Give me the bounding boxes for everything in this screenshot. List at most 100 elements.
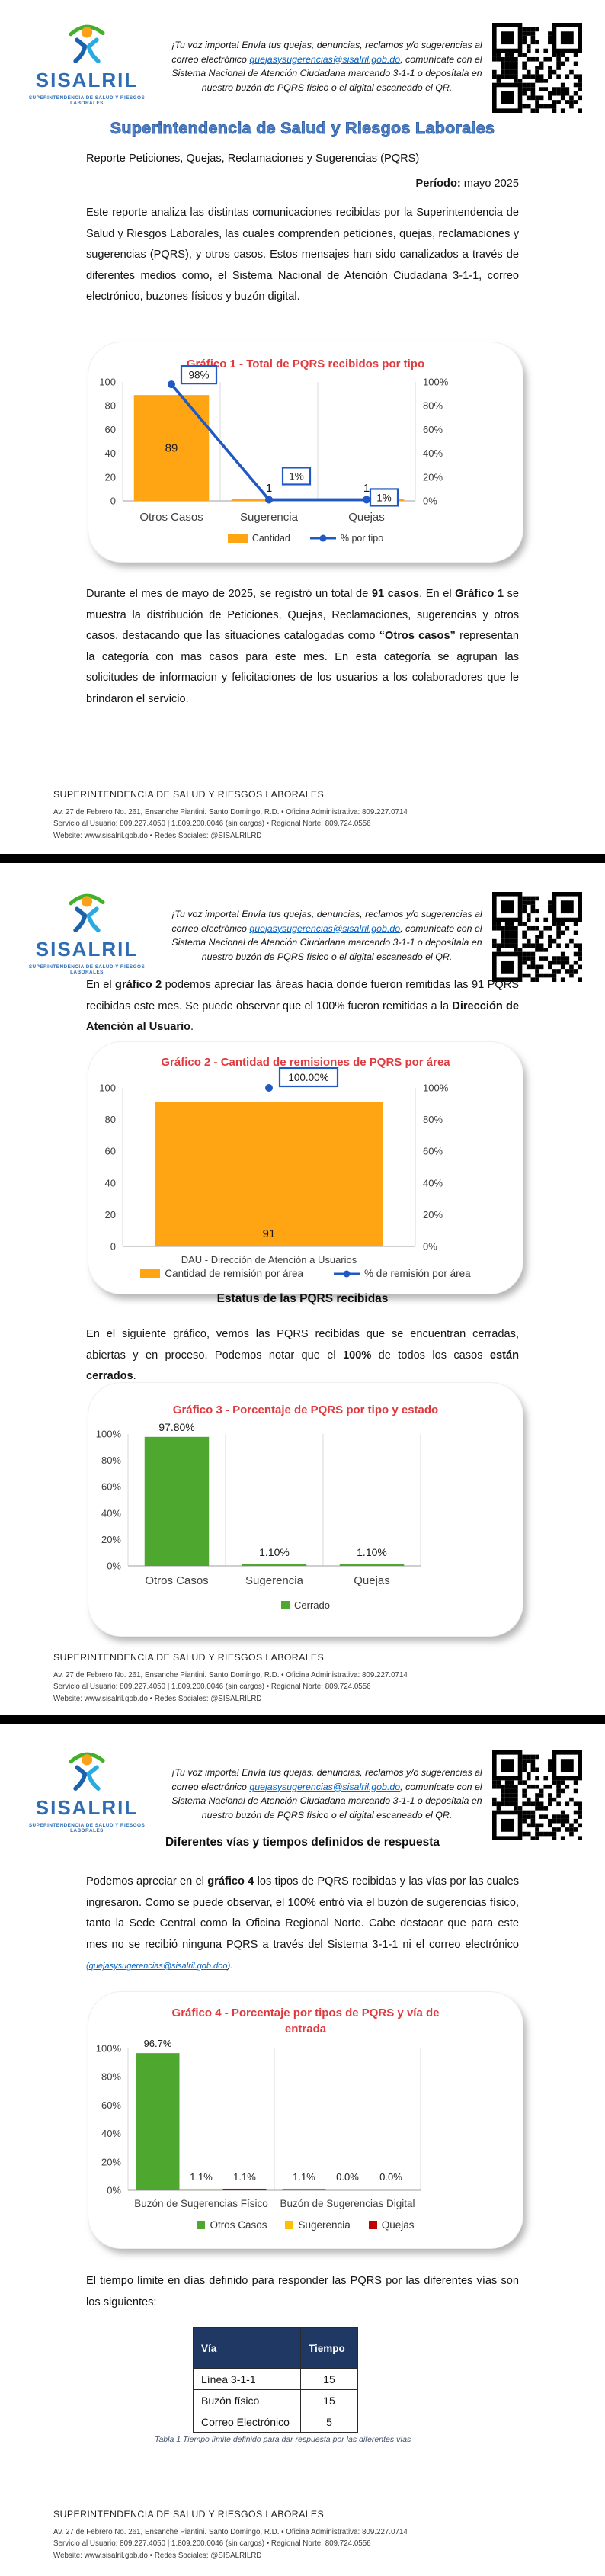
svg-text:60%: 60% — [423, 424, 443, 435]
chart-g3-card: Gráfico 3 - Porcentaje de PQRS por tipo … — [88, 1382, 523, 1637]
sisalril-person-icon — [69, 1752, 105, 1791]
report-period: Período: mayo 2025 — [86, 178, 519, 190]
text-segment: Gráfico 1 — [455, 588, 504, 600]
svg-text:20%: 20% — [101, 2156, 121, 2167]
qr-code — [492, 23, 582, 113]
footer-address-line: Av. 27 de Febrero No. 261, Ensanche Pian… — [53, 808, 408, 816]
logo-tagline: SUPERINTENDENCIA DE SALUD Y RIESGOS LABO… — [28, 95, 146, 106]
chart-g4-card: Gráfico 4 - Porcentaje por tipos de PQRS… — [88, 1991, 523, 2249]
header-promo-text: ¡Tu voz importa! Envía tus quejas, denun… — [162, 38, 492, 95]
email-link[interactable]: quejasysugerencias@sisalril.gob.do — [249, 53, 401, 65]
section-heading-estatus: Estatus de las PQRS recibidas — [216, 1292, 389, 1305]
page-1: SISALRIL SUPERINTENDENCIA DE SALUD Y RIE… — [0, 0, 605, 854]
section-heading-vias: Diferentes vías y tiempos definidos de r… — [165, 1836, 440, 1849]
svg-text:1.10%: 1.10% — [357, 1546, 387, 1558]
svg-text:60: 60 — [105, 424, 116, 435]
svg-text:40%: 40% — [423, 448, 443, 459]
text-segment: los tipos de PQRS recibidas y las vías p… — [86, 1875, 519, 1951]
chart-g2-title: Gráfico 2 - Cantidad de remisiones de PQ… — [161, 1056, 450, 1069]
svg-text:100.00%: 100.00% — [288, 1072, 328, 1083]
paragraph-estatus: En el siguiente gráfico, vemos las PQRS … — [86, 1324, 519, 1387]
period-label: Período: — [415, 178, 461, 190]
svg-text:1%: 1% — [289, 470, 304, 482]
svg-text:60%: 60% — [101, 2100, 121, 2111]
chart-g2-plot: 0 20 40 60 80 100 0% 20% 40% 60% 80% 100% 91 100.00% D… — [88, 1042, 523, 1294]
footer-phone-line: Servicio al Usuario: 809.227.4050 | 1.80… — [53, 1683, 371, 1692]
table-row: Buzón físico 15 — [193, 2389, 358, 2411]
svg-text:20: 20 — [105, 1209, 116, 1221]
text-segment: . — [133, 1370, 136, 1382]
email-link[interactable]: quejasysugerencias@sisalril.gob.do — [249, 1781, 401, 1792]
table-header-row: Vía Tiempo — [193, 2327, 358, 2369]
page-2: SISALRIL SUPERINTENDENCIA DE SALUD Y RIE… — [0, 863, 605, 1715]
paragraph-intro: Este reporte analiza las distintas comun… — [86, 203, 519, 308]
logo-brand-text: SISALRIL — [35, 938, 139, 961]
svg-text:1: 1 — [266, 482, 272, 495]
sisalril-logo: SISALRIL SUPERINTENDENCIA DE SALUD Y RIE… — [21, 17, 152, 116]
chart-g2-card: Gráfico 2 - Cantidad de remisiones de PQ… — [88, 1041, 523, 1294]
chart-g4-title: Gráfico 4 - Porcentaje por tipos de PQRS… — [171, 2007, 440, 2035]
page-title: Superintendencia de Salud y Riesgos Labo… — [110, 119, 495, 138]
footer-web-line: Website: www.sisalril.gob.do • Redes Soc… — [53, 1694, 262, 1703]
qr-code — [492, 1750, 582, 1840]
text-segment: , comunícate con el Sistema Nacional de … — [171, 53, 482, 93]
text-segment: de todos los casos — [371, 1349, 490, 1362]
page-footer: SUPERINTENDENCIA DE SALUD Y RIESGOS LABO… — [53, 789, 556, 842]
table-row: Línea 3-1-1 15 — [193, 2368, 358, 2390]
svg-text:1.1%: 1.1% — [293, 2171, 315, 2183]
svg-text:100: 100 — [99, 1083, 116, 1094]
text-segment: 91 casos — [371, 588, 420, 600]
svg-text:40%: 40% — [101, 2128, 121, 2139]
chart-g3-plot: 0% 20% 40% 60% 80% 100% 97.80% 1.10% 1.10% Otros … — [88, 1383, 523, 1636]
chart-g2-legend: Cantidad de remisión por área % de remisi… — [88, 1268, 523, 1279]
table-cell-via: Correo Electrónico — [193, 2411, 301, 2433]
chart-g1-plot: 0 20 40 60 80 100 0% 20% 40% 60% 80% 100% 89 1 1 98% 1% 1… — [88, 342, 523, 562]
svg-text:0%: 0% — [423, 1241, 437, 1253]
sisalril-person-icon — [69, 24, 105, 63]
svg-text:60%: 60% — [423, 1146, 443, 1157]
email-link[interactable]: quejasysugerencias@sisalril.gob.do — [249, 922, 401, 934]
email-link[interactable]: (quejasysugerencias@sisalril.gob.doo — [86, 1962, 228, 1971]
svg-text:60: 60 — [105, 1146, 116, 1157]
text-segment: ¡Tu voz importa! Envía tus quejas, denun… — [171, 909, 482, 934]
svg-text:Otros Casos: Otros Casos — [145, 1574, 208, 1587]
table-row: Correo Electrónico 5 — [193, 2411, 358, 2433]
svg-text:0: 0 — [110, 496, 116, 507]
svg-text:1.10%: 1.10% — [259, 1546, 290, 1558]
chart-g1-title: Gráfico 1 - Total de PQRS recibidos por … — [186, 358, 425, 371]
report-subtitle: Reporte Peticiones, Quejas, Reclamacione… — [86, 152, 420, 165]
table-header-via: Vía — [193, 2327, 301, 2369]
svg-text:1.1%: 1.1% — [190, 2171, 213, 2183]
paragraph-grafico2: En el gráfico 2 podemos apreciar las áre… — [86, 975, 519, 1038]
sisalril-logo: SISALRIL SUPERINTENDENCIA DE SALUD Y RIE… — [21, 1744, 152, 1843]
footer-company: SUPERINTENDENCIA DE SALUD Y RIESGOS LABO… — [53, 789, 325, 800]
svg-text:100%: 100% — [423, 377, 449, 388]
sisalril-person-icon — [69, 893, 105, 932]
svg-text:Quejas: Quejas — [354, 1574, 390, 1587]
svg-text:Buzón de Sugerencias Físico: Buzón de Sugerencias Físico — [134, 2198, 268, 2209]
footer-address-line: Av. 27 de Febrero No. 261, Ensanche Pian… — [53, 1671, 408, 1679]
logo-tagline: SUPERINTENDENCIA DE SALUD Y RIESGOS LABO… — [28, 1823, 146, 1833]
text-segment: están cerrados — [86, 1349, 519, 1383]
svg-text:100%: 100% — [96, 2043, 122, 2055]
svg-text:0.0%: 0.0% — [336, 2171, 359, 2183]
text-segment: Este reporte analiza las distintas comun… — [86, 207, 519, 303]
response-time-table: Vía Tiempo Línea 3-1-1 15 Buzón físico 1… — [193, 2327, 358, 2433]
svg-text:0.0%: 0.0% — [379, 2171, 402, 2183]
text-segment: En el siguiente gráfico, vemos las PQRS … — [86, 1328, 519, 1362]
svg-text:1%: 1% — [376, 492, 392, 503]
page-footer: SUPERINTENDENCIA DE SALUD Y RIESGOS LABO… — [53, 1652, 556, 1705]
svg-text:80%: 80% — [423, 1114, 443, 1125]
svg-text:89: 89 — [165, 442, 178, 455]
table-cell-tiempo: 15 — [300, 2368, 358, 2390]
text-segment: podemos apreciar las áreas hacia donde f… — [86, 979, 519, 1012]
text-segment: “Otros casos” — [379, 630, 456, 642]
svg-text:0%: 0% — [107, 1561, 121, 1572]
footer-phone-line: Servicio al Usuario: 809.227.4050 | 1.80… — [53, 820, 371, 829]
sisalril-logo: SISALRIL SUPERINTENDENCIA DE SALUD Y RIE… — [21, 886, 152, 985]
svg-text:60%: 60% — [101, 1481, 121, 1493]
svg-text:0: 0 — [110, 1241, 116, 1253]
svg-text:98%: 98% — [188, 370, 209, 381]
text-segment: gráfico 4 — [207, 1875, 254, 1888]
text-segment: representan la categoría con mas casos p… — [86, 630, 519, 705]
